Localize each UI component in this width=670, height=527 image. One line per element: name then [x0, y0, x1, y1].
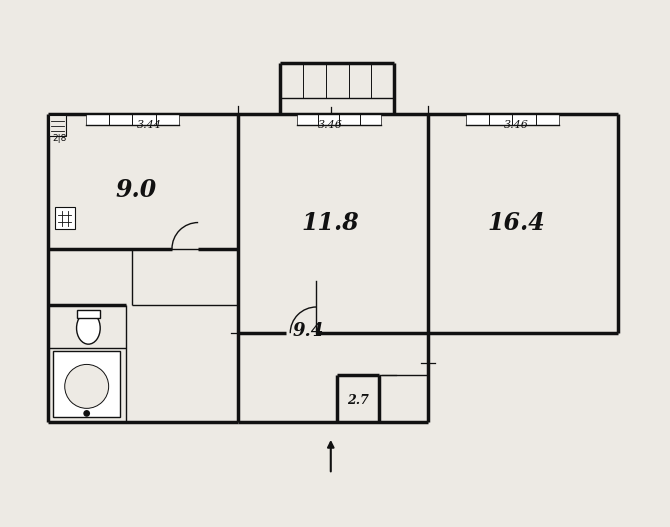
- Bar: [86, 114, 179, 125]
- Text: 3.1: 3.1: [76, 383, 100, 397]
- Text: 9.4: 9.4: [292, 321, 324, 339]
- Bar: [297, 114, 381, 125]
- Text: 9.0: 9.0: [116, 178, 157, 202]
- Text: 16.4: 16.4: [488, 211, 545, 236]
- Circle shape: [83, 410, 90, 417]
- Bar: [49, 115, 66, 136]
- Text: 2|8: 2|8: [52, 133, 67, 143]
- Text: 2.7: 2.7: [347, 394, 368, 407]
- Text: 3.44: 3.44: [137, 120, 161, 130]
- Text: 3.46: 3.46: [504, 120, 529, 130]
- Ellipse shape: [76, 312, 100, 344]
- Ellipse shape: [65, 365, 109, 408]
- Bar: [54, 207, 75, 229]
- Text: 11.8: 11.8: [302, 211, 360, 236]
- Bar: [76, 309, 100, 318]
- Bar: [466, 114, 559, 125]
- Text: 3.46: 3.46: [318, 120, 343, 130]
- Bar: [53, 351, 121, 417]
